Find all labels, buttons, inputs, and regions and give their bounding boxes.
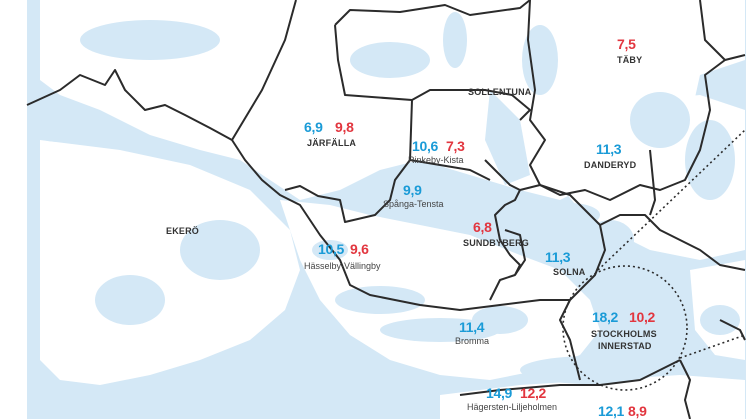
rinkeby-value-blue: 10,6 [412,138,439,154]
bromma-label: Bromma [455,336,490,346]
hasselby-value-red: 9,6 [350,241,369,257]
rinkeby-label: Rinkeby-Kista [408,155,464,165]
bottom-right-value-red: 8,9 [628,403,647,419]
danderyd-label: DANDERYD [584,160,637,170]
rinkeby-value-red: 7,3 [446,138,465,154]
sundbyberg-label: SUNDBYBERG [463,238,530,248]
spanga-label: Spånga-Tensta [383,199,444,209]
municipal-borders [26,0,746,419]
map-margin [0,0,27,419]
ekero-label: EKERÖ [166,226,200,236]
solna-value-blue: 11,3 [545,249,571,265]
solna-label: SOLNA [553,267,586,277]
innerstad-highlight [562,129,746,391]
bromma-value-blue: 11,4 [459,319,485,335]
hagersten-value-red: 12,2 [520,385,547,401]
innerstad-label-line2: INNERSTAD [598,341,652,351]
lakes [30,12,740,419]
sundbyberg-value-red: 6,8 [473,219,492,235]
hasselby-value-blue: 10,5 [318,241,345,257]
innerstad-value-red: 10,2 [629,309,656,325]
bottom-right-value-blue: 12,1 [598,403,625,419]
hasselby-label: Hässelby-Vällingby [304,261,381,271]
innerstad-label-line1: STOCKHOLMS [591,329,657,339]
jarfalla-label: JÄRFÄLLA [307,138,357,148]
innerstad-value-blue: 18,2 [592,309,619,325]
spanga-value-blue: 9,9 [403,182,422,198]
sollentuna-label: SOLLENTUNA [468,87,532,97]
taby-label: TÄBY [617,55,643,65]
jarfalla-value-red: 9,8 [335,119,354,135]
hagersten-label: Hägersten-Liljeholmen [467,402,558,412]
hagersten-value-blue: 14,9 [486,385,513,401]
danderyd-value-blue: 11,3 [596,141,622,157]
taby-value-red: 7,5 [617,36,636,52]
jarfalla-value-blue: 6,9 [304,119,323,135]
